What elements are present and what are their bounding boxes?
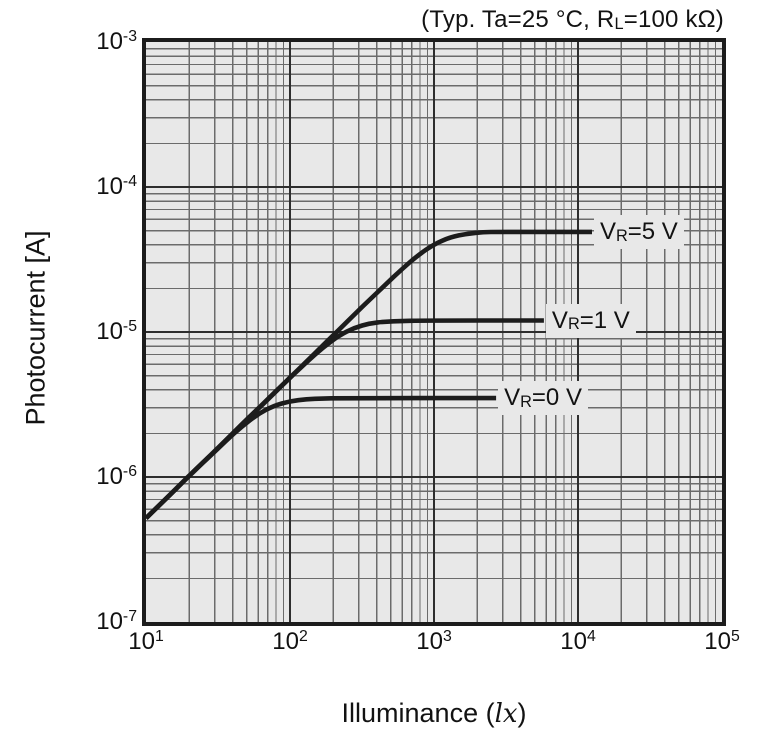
curve-label-subscript: R	[520, 393, 532, 412]
y-tick-label: 10-4	[0, 172, 137, 205]
tick-exponent: -7	[122, 608, 137, 626]
tick-exponent: 1	[154, 628, 164, 646]
curve-label-post: =1 V	[579, 306, 630, 334]
curve-label-vr-5-v: VR=5 V	[593, 214, 684, 249]
curve-vr-1-v	[146, 318, 544, 520]
curve-label-subscript: R	[567, 315, 580, 334]
tick-exponent: 5	[730, 628, 740, 646]
tick-base: 10	[96, 608, 123, 635]
tick-exponent: -6	[122, 463, 137, 481]
x-tick-label: 105	[704, 628, 740, 659]
tick-base: 10	[96, 173, 123, 200]
x-tick-label: 103	[416, 628, 452, 659]
tick-base: 10	[96, 318, 123, 345]
tick-exponent: -4	[122, 173, 137, 191]
curve-label-post: =0 V	[531, 384, 582, 412]
curve-label-vr-1-v: VR=1 V	[545, 303, 636, 338]
x-tick-label: 104	[560, 628, 596, 659]
x-tick-label: 102	[272, 628, 308, 659]
tick-base: 10	[416, 628, 443, 655]
tick-base: 10	[704, 628, 731, 655]
tick-base: 10	[128, 628, 155, 655]
x-axis-title-post: )	[517, 698, 527, 728]
tick-base: 10	[560, 628, 587, 655]
tick-exponent: -5	[122, 318, 137, 336]
chart-title-post: =100 kΩ)	[623, 6, 724, 33]
tick-exponent: -3	[122, 28, 137, 46]
tick-base: 10	[272, 628, 299, 655]
curve-vr-0-v	[146, 395, 497, 520]
x-tick-label: 101	[128, 628, 164, 659]
curve-label-vr-0-v: VR=0 V	[498, 381, 588, 416]
plot-area	[142, 38, 726, 626]
chart-title-pre: (Typ. Ta=25 °C, R	[421, 6, 615, 33]
y-tick-label: 10-7	[0, 607, 137, 640]
chart-title: (Typ. Ta=25 °C, RL=100 kΩ)	[421, 6, 724, 34]
curve-label-post: =5 V	[627, 217, 678, 245]
curve-label-pre: V	[599, 217, 616, 245]
tick-exponent: 3	[442, 628, 452, 646]
x-axis-title-pre: Illuminance (	[341, 698, 495, 728]
plot-canvas	[146, 42, 722, 622]
curve-label-subscript: R	[615, 226, 628, 245]
y-tick-label: 10-3	[0, 27, 137, 60]
curve-label-pre: V	[551, 306, 568, 334]
tick-exponent: 2	[298, 628, 308, 646]
tick-base: 10	[96, 28, 123, 55]
tick-exponent: 4	[586, 628, 596, 646]
x-axis-title: Illuminance (lx)	[342, 698, 527, 729]
chart-title-subscript: L	[614, 14, 624, 33]
y-tick-label: 10-6	[0, 462, 137, 495]
curve-label-pre: V	[504, 384, 521, 412]
tick-base: 10	[96, 463, 123, 490]
x-axis-unit: lx	[494, 699, 518, 729]
y-tick-label: 10-5	[0, 317, 137, 350]
